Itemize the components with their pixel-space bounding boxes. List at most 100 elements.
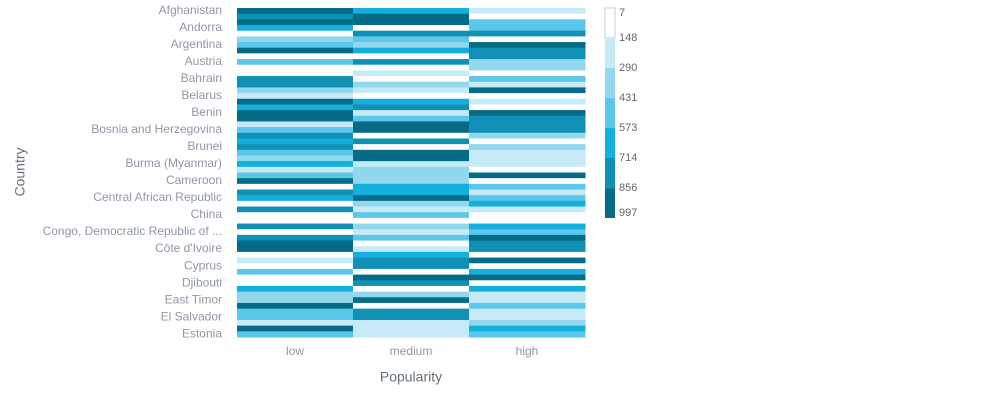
heatmap-cell <box>237 280 354 287</box>
heatmap-cell <box>237 110 354 117</box>
heatmap-cell <box>353 251 470 259</box>
heatmap-cell <box>469 217 586 225</box>
heatmap-cell <box>237 285 354 293</box>
heatmap-cell <box>237 325 354 332</box>
y-tick-label: Brunei <box>187 139 222 153</box>
heatmap-cell <box>237 127 354 134</box>
heatmap-cell <box>469 127 586 134</box>
heatmap-cell <box>237 291 354 298</box>
heatmap-cell <box>469 115 586 122</box>
heatmap-cell <box>237 121 354 128</box>
heatmap-cell <box>237 104 354 111</box>
heatmap-cell <box>237 19 354 26</box>
heatmap-cell <box>237 200 354 208</box>
heatmap-cell <box>353 189 470 196</box>
y-tick-label: East Timor <box>165 292 222 306</box>
heatmap-cell <box>469 314 586 321</box>
heatmap-cell <box>469 121 586 128</box>
heatmap-cell <box>353 319 470 327</box>
heatmap-cell <box>237 172 354 179</box>
heatmap-cell <box>353 127 470 134</box>
y-tick-label: Côte d'Ivoire <box>155 241 222 255</box>
y-tick-label: El Salvador <box>161 309 222 323</box>
heatmap-cell <box>237 229 354 236</box>
heatmap-cell <box>353 223 470 230</box>
heatmap-cell <box>469 47 586 54</box>
heatmap-cell <box>469 19 586 26</box>
heatmap-cell <box>469 166 586 173</box>
heatmap-cell <box>353 155 470 162</box>
heatmap-cell <box>469 195 586 202</box>
legend-swatch <box>605 128 615 158</box>
heatmap-cell <box>469 98 586 105</box>
heatmap-cell <box>353 195 470 202</box>
y-tick-label: Estonia <box>182 326 222 340</box>
heatmap-cell <box>353 104 470 111</box>
legend-label: 714 <box>619 152 637 164</box>
heatmap-cell <box>353 229 470 236</box>
heatmap-cell <box>237 155 354 162</box>
heatmap-cell <box>353 291 470 298</box>
heatmap-cell <box>353 172 470 179</box>
heatmap-cell <box>237 81 354 88</box>
heatmap-cell <box>469 132 586 139</box>
legend-swatch <box>604 7 616 39</box>
heatmap-cell <box>469 183 586 191</box>
x-tick-label: medium <box>390 344 433 358</box>
y-tick-label: Cyprus <box>184 258 222 272</box>
heatmap-cell <box>469 291 586 298</box>
heatmap-cell <box>469 87 586 94</box>
heatmap-cell <box>237 302 354 310</box>
y-tick-label: Djibouti <box>182 275 222 289</box>
heatmap-cell <box>353 234 470 242</box>
y-tick-label: Burma (Myanmar) <box>125 156 222 170</box>
heatmap-cell <box>469 30 586 37</box>
heatmap-cell <box>353 183 470 191</box>
heatmap-cell <box>469 138 586 145</box>
heatmap-cell <box>469 161 586 168</box>
heatmap-cell <box>469 308 586 315</box>
heatmap-cell <box>469 274 586 281</box>
heatmap-cell <box>469 53 586 60</box>
heatmap-cell <box>353 53 470 60</box>
heatmap-cell <box>237 8 354 15</box>
heatmap-cell <box>353 285 470 293</box>
legend-swatch <box>605 97 615 129</box>
heatmap-cell <box>237 268 354 276</box>
heatmap-cell <box>353 70 470 77</box>
heatmap-cell <box>237 257 354 264</box>
heatmap-cell <box>237 217 354 225</box>
legend-label: 431 <box>619 92 637 104</box>
y-tick-label: Benin <box>191 105 222 119</box>
heatmap-cell <box>353 206 470 213</box>
y-tick-label: China <box>191 207 223 221</box>
heatmap-cell <box>353 302 470 310</box>
heatmap-cell <box>353 200 470 208</box>
heatmap-cell <box>353 76 470 83</box>
heatmap-cell <box>237 30 354 37</box>
heatmap-cell <box>469 268 586 276</box>
heatmap-cell <box>353 93 470 100</box>
heatmap-cell <box>469 178 586 185</box>
heatmap-cell <box>237 59 354 66</box>
legend-label: 997 <box>619 207 637 219</box>
heatmap-cell <box>237 183 354 191</box>
heatmap-cell <box>353 87 470 94</box>
heatmap-cell <box>353 144 470 151</box>
heatmap-cell <box>469 8 586 15</box>
heatmap-cell <box>353 19 470 26</box>
y-tick-label: Argentina <box>171 37 223 51</box>
heatmap-cell <box>237 161 354 168</box>
heatmap-cell <box>469 251 586 259</box>
y-axis-title: Country <box>12 147 28 196</box>
heatmap-cell <box>237 98 354 105</box>
heatmap-cell <box>353 240 470 247</box>
heatmap-cell <box>469 42 586 49</box>
legend-label: 148 <box>619 32 637 44</box>
heatmap-cell <box>469 76 586 83</box>
heatmap-cell <box>237 206 354 213</box>
heatmap-cell <box>469 325 586 332</box>
heatmap-cell <box>469 297 586 304</box>
heatmap-cell <box>469 110 586 117</box>
heatmap-cell <box>469 155 586 162</box>
